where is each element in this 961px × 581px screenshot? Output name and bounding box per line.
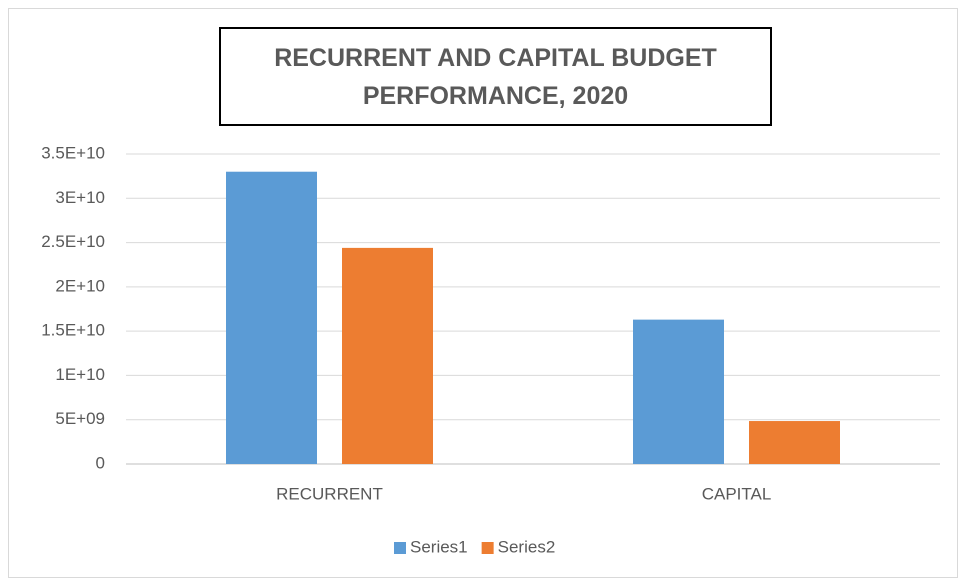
y-tick-label: 1E+10 (55, 365, 105, 384)
legend-swatch (394, 542, 406, 554)
legend-label: Series2 (498, 537, 556, 556)
bar (749, 421, 840, 464)
y-tick-label: 0 (96, 453, 105, 472)
y-tick-label: 2E+10 (55, 276, 105, 295)
y-tick-label: 1.5E+10 (41, 321, 105, 340)
legend-swatch (481, 542, 494, 554)
x-tick-label: RECURRENT (276, 484, 383, 503)
chart-border (8, 8, 958, 578)
chart-title: RECURRENT AND CAPITAL BUDGET PERFORMANCE… (219, 27, 772, 126)
y-tick-label: 5E+09 (55, 409, 105, 428)
y-tick-label: 3.5E+10 (41, 143, 105, 162)
bar (342, 247, 433, 464)
x-tick-label: CAPITAL (702, 484, 772, 503)
y-tick-label: 3E+10 (55, 188, 105, 207)
bar (633, 319, 724, 464)
legend-label: Series1 (410, 537, 468, 556)
y-tick-label: 2.5E+10 (41, 232, 105, 251)
bar (226, 171, 317, 464)
